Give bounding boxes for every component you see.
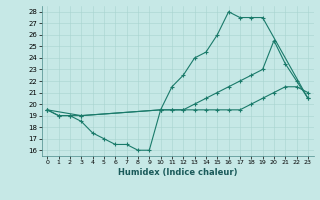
X-axis label: Humidex (Indice chaleur): Humidex (Indice chaleur) <box>118 168 237 177</box>
